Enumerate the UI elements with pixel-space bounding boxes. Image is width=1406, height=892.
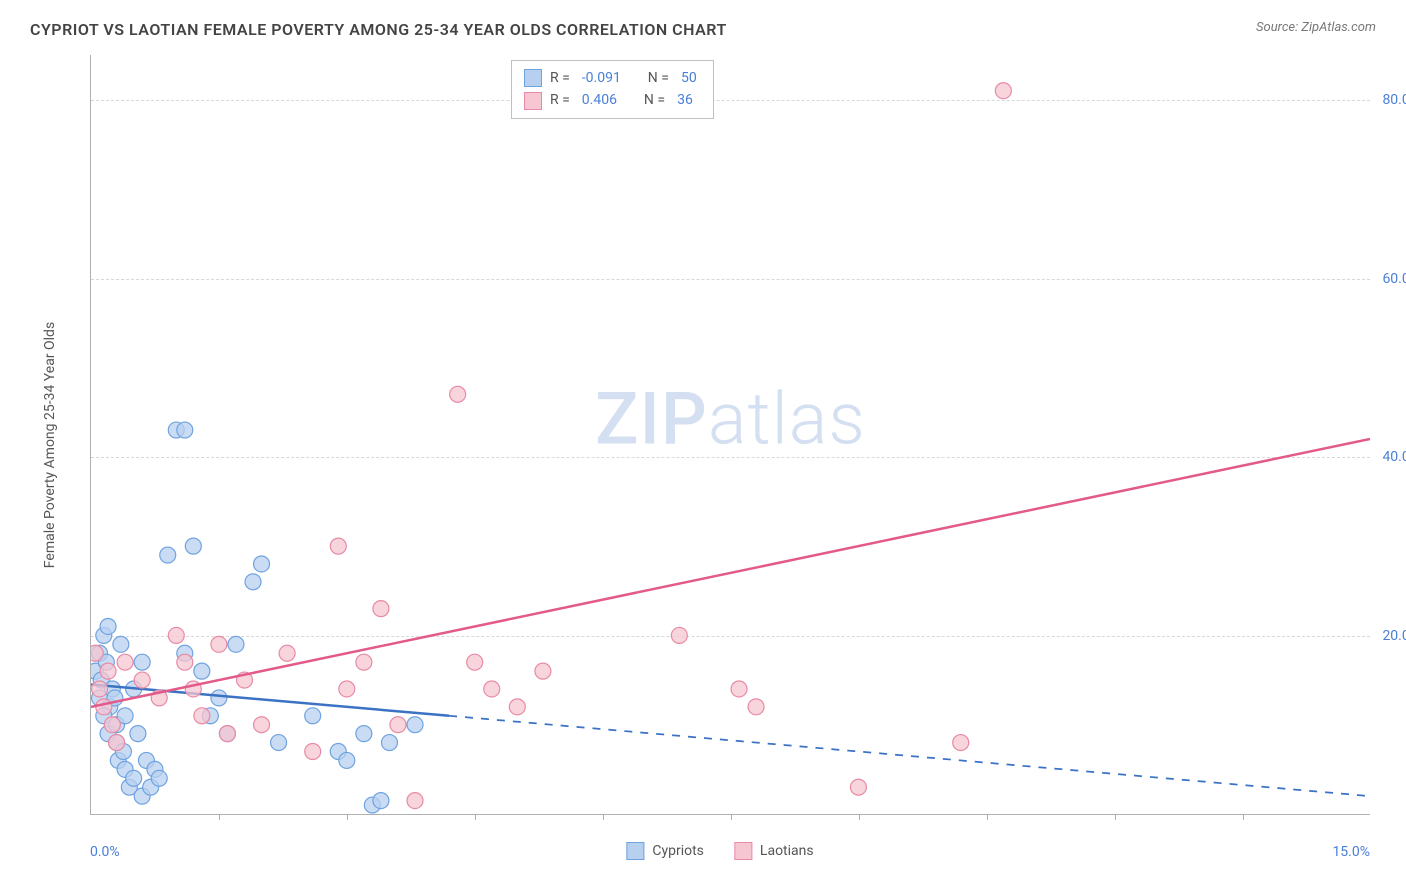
data-point: [219, 726, 235, 742]
data-point: [211, 636, 227, 652]
data-point: [373, 601, 389, 617]
y-tick-label: 40.0%: [1382, 449, 1406, 465]
data-point: [356, 726, 372, 742]
trend-line-extrapolated: [449, 716, 1370, 796]
x-tick: [347, 814, 348, 820]
y-tick-label: 60.0%: [1382, 271, 1406, 287]
data-point: [373, 793, 389, 809]
data-point: [731, 681, 747, 697]
x-tick: [859, 814, 860, 820]
data-point: [113, 636, 129, 652]
data-point: [330, 538, 346, 554]
legend-r-label: R =: [550, 89, 570, 111]
x-tick: [987, 814, 988, 820]
scatter-svg: [91, 55, 1370, 814]
data-point: [671, 627, 687, 643]
x-tick: [1243, 814, 1244, 820]
legend-swatch: [524, 69, 542, 87]
data-point: [356, 654, 372, 670]
data-point: [509, 699, 525, 715]
data-point: [228, 636, 244, 652]
data-point: [194, 663, 210, 679]
plot-area: ZIPatlas R =-0.091 N =50R =0.406 N =36 2…: [90, 55, 1370, 815]
x-tick: [603, 814, 604, 820]
data-point: [151, 770, 167, 786]
data-point: [850, 779, 866, 795]
trend-line: [91, 439, 1370, 707]
correlation-legend: R = -0.091 N = 50 R = 0.406 N = 36: [511, 60, 714, 119]
data-point: [109, 735, 125, 751]
data-point: [254, 556, 270, 572]
x-tick: [219, 814, 220, 820]
data-point: [211, 690, 227, 706]
data-point: [104, 717, 120, 733]
data-point: [390, 717, 406, 733]
data-point: [339, 752, 355, 768]
data-point: [748, 699, 764, 715]
legend-item: Laotians: [734, 842, 814, 860]
y-tick-label: 20.0%: [1382, 628, 1406, 644]
y-tick-label: 80.0%: [1382, 92, 1406, 108]
legend-row: R = 0.406 N = 36: [524, 89, 701, 111]
data-point: [339, 681, 355, 697]
legend-n-value: 50: [681, 67, 697, 89]
chart-title: CYPRIOT VS LAOTIAN FEMALE POVERTY AMONG …: [30, 20, 727, 39]
data-point: [177, 422, 193, 438]
legend-swatch: [524, 92, 542, 110]
data-point: [535, 663, 551, 679]
data-point: [271, 735, 287, 751]
data-point: [100, 618, 116, 634]
data-point: [450, 386, 466, 402]
source-attribution: Source: ZipAtlas.com: [1256, 20, 1376, 35]
legend-r-label: R =: [550, 67, 570, 89]
legend-n-value: 36: [677, 89, 693, 111]
legend-n-label: N =: [648, 67, 669, 89]
data-point: [467, 654, 483, 670]
data-point: [407, 793, 423, 809]
data-point: [995, 83, 1011, 99]
x-tick: [475, 814, 476, 820]
data-point: [96, 699, 112, 715]
data-point: [91, 645, 103, 661]
y-axis-label: Female Poverty Among 25-34 Year Olds: [42, 322, 58, 568]
trend-line: [91, 685, 449, 716]
legend-swatch: [626, 842, 644, 860]
data-point: [117, 654, 133, 670]
data-point: [245, 574, 261, 590]
x-tick: [731, 814, 732, 820]
x-axis-max-label: 15.0%: [1332, 844, 1370, 860]
legend-r-value: -0.091: [582, 67, 621, 89]
data-point: [134, 672, 150, 688]
data-point: [305, 744, 321, 760]
data-point: [92, 681, 108, 697]
data-point: [126, 770, 142, 786]
legend-item: Cypriots: [626, 842, 704, 860]
legend-n-label: N =: [644, 89, 665, 111]
legend-swatch: [734, 842, 752, 860]
data-point: [381, 735, 397, 751]
chart-container: Female Poverty Among 25-34 Year Olds ZIP…: [60, 55, 1380, 835]
data-point: [160, 547, 176, 563]
data-point: [484, 681, 500, 697]
data-point: [168, 627, 184, 643]
data-point: [953, 735, 969, 751]
x-tick: [1115, 814, 1116, 820]
legend-row: R = -0.091 N = 50: [524, 67, 701, 89]
series-legend: Cypriots Laotians: [626, 842, 813, 860]
data-point: [279, 645, 295, 661]
legend-r-value: 0.406: [582, 89, 617, 111]
data-point: [130, 726, 146, 742]
data-point: [177, 654, 193, 670]
data-point: [407, 717, 423, 733]
x-axis-min-label: 0.0%: [90, 844, 120, 860]
data-point: [305, 708, 321, 724]
data-point: [185, 538, 201, 554]
data-point: [134, 654, 150, 670]
data-point: [194, 708, 210, 724]
legend-label: Laotians: [760, 843, 814, 859]
data-point: [100, 663, 116, 679]
data-point: [254, 717, 270, 733]
legend-label: Cypriots: [652, 843, 704, 859]
